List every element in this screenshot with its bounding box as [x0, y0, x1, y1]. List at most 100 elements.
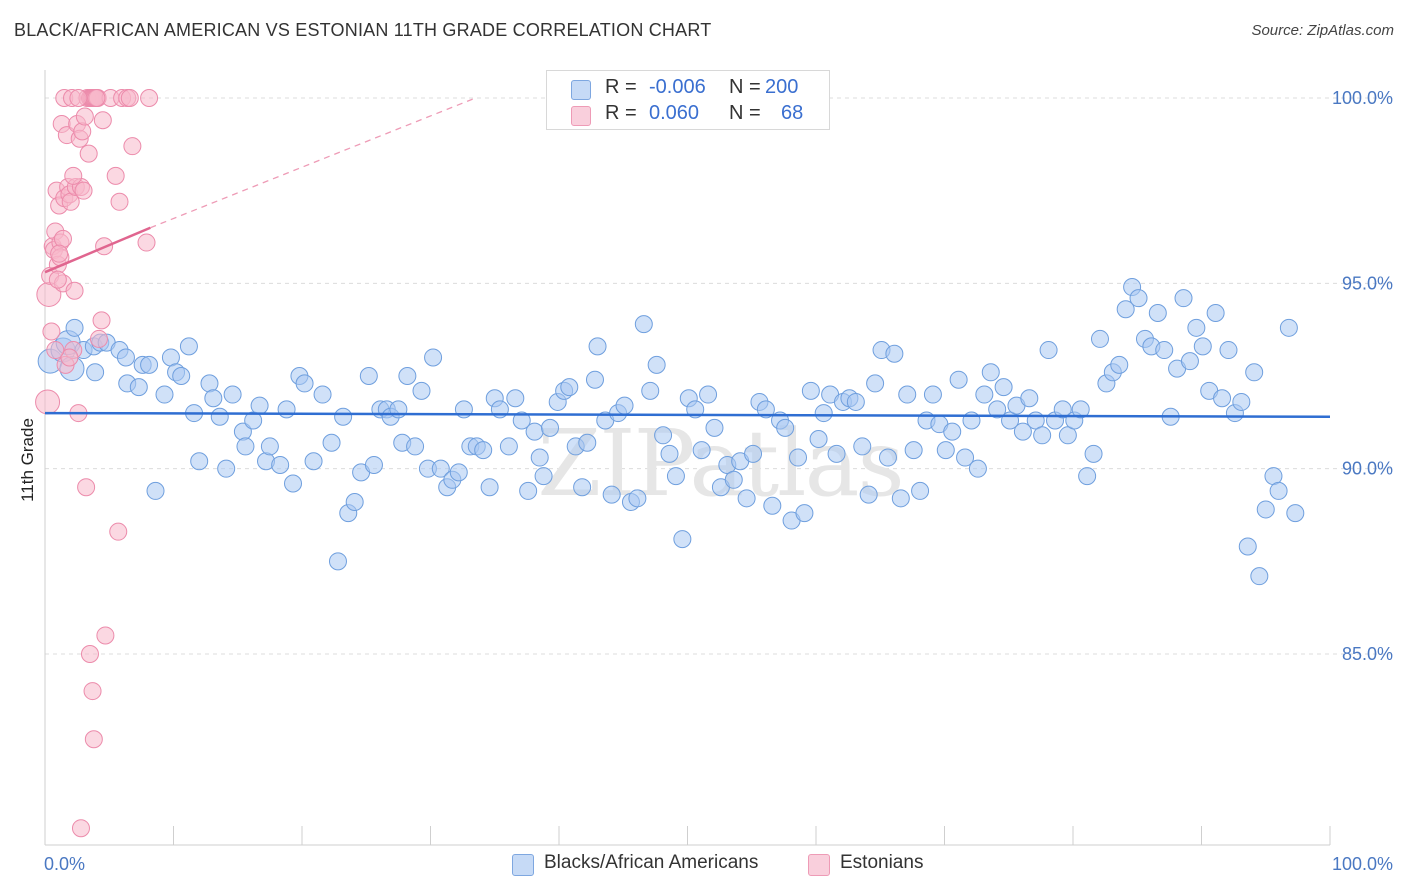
data-point-blacks — [602, 485, 621, 504]
legend-n-value: 68 — [781, 102, 804, 124]
legend-swatch-estonians — [808, 854, 830, 876]
data-point-blacks — [86, 363, 105, 382]
x-tick-label: 0.0% — [44, 854, 85, 874]
trend-line-estonians-extension — [150, 97, 476, 229]
data-point-blacks — [588, 337, 607, 356]
data-point-estonians — [50, 244, 69, 263]
data-point-estonians — [80, 645, 99, 663]
data-point-blacks — [210, 407, 229, 426]
stats-legend: R = -0.006 N = 200 R = 0.060 N = 68 — [546, 70, 830, 130]
data-point-blacks — [480, 478, 499, 497]
data-point-blacks — [1110, 355, 1129, 374]
data-point-blacks — [345, 493, 364, 512]
data-point-blacks — [866, 374, 885, 393]
y-tick-label: 100.0% — [1332, 88, 1393, 108]
data-point-blacks — [313, 385, 332, 404]
data-point-blacks — [814, 404, 833, 423]
data-point-blacks — [891, 489, 910, 508]
data-point-blacks — [705, 418, 724, 437]
data-point-blacks — [1116, 300, 1135, 319]
legend-r-label: R = — [605, 76, 637, 98]
data-point-blacks — [322, 433, 341, 452]
data-point-blacks — [424, 348, 443, 367]
data-point-estonians — [89, 329, 108, 348]
data-point-estonians — [109, 522, 128, 541]
trend-lines — [44, 97, 1331, 419]
data-point-blacks — [534, 467, 553, 486]
data-point-estonians — [65, 281, 84, 300]
data-point-estonians — [123, 137, 142, 156]
y-tick-label: 90.0% — [1342, 459, 1393, 479]
data-point-blacks — [1039, 341, 1058, 360]
data-point-blacks — [519, 481, 538, 500]
data-point-blacks — [506, 389, 525, 408]
data-point-blacks — [628, 489, 647, 508]
data-point-blacks — [898, 385, 917, 404]
data-point-blacks — [190, 452, 209, 471]
data-point-blacks — [692, 441, 711, 460]
data-point-blacks — [172, 367, 191, 385]
data-point-estonians — [96, 626, 115, 645]
data-point-estonians — [53, 229, 72, 248]
data-point-blacks — [398, 367, 417, 385]
data-point-estonians — [93, 111, 112, 130]
legend-n-value: 200 — [765, 76, 799, 98]
data-point-blacks — [795, 504, 814, 523]
data-point-blacks — [634, 315, 653, 334]
data-point-blacks — [244, 411, 263, 430]
legend-row-blacks: R = -0.006 N = 200 — [547, 76, 829, 102]
data-point-blacks — [1071, 400, 1090, 419]
data-point-blacks — [968, 459, 987, 478]
data-point-blacks — [412, 381, 431, 400]
data-point-estonians — [92, 311, 111, 330]
data-point-blacks — [260, 437, 279, 456]
data-point-blacks — [525, 422, 544, 441]
data-point-blacks — [146, 481, 165, 500]
data-point-blacks — [1084, 444, 1103, 463]
data-point-blacks — [1238, 537, 1257, 556]
data-point-blacks — [878, 448, 897, 467]
data-point-blacks — [1129, 289, 1148, 308]
data-point-estonians — [46, 341, 65, 360]
data-point-blacks — [217, 459, 236, 478]
data-point-blacks — [641, 381, 660, 400]
data-point-blacks — [1286, 504, 1305, 523]
data-point-blacks — [615, 396, 634, 415]
data-point-estonians — [42, 322, 61, 341]
data-point-blacks — [499, 437, 518, 456]
y-tick-label: 95.0% — [1342, 273, 1393, 293]
chart-title: BLACK/AFRICAN AMERICAN VS ESTONIAN 11TH … — [14, 20, 712, 40]
data-point-blacks — [116, 348, 135, 367]
data-point-blacks — [1033, 426, 1052, 445]
data-point-blacks — [885, 344, 904, 363]
data-point-blacks — [364, 455, 383, 474]
data-point-blacks — [904, 441, 923, 460]
data-point-blacks — [1187, 318, 1206, 337]
data-point-blacks — [304, 452, 323, 471]
data-point-blacks — [1269, 481, 1288, 500]
data-point-blacks — [474, 441, 493, 460]
data-point-blacks — [1232, 392, 1251, 411]
data-point-blacks — [1078, 467, 1097, 486]
legend-label-estonians: Estonians — [840, 852, 924, 873]
data-point-blacks — [1058, 426, 1077, 445]
data-point-blacks — [776, 418, 795, 437]
data-point-estonians — [79, 144, 98, 163]
data-point-blacks — [1090, 329, 1109, 348]
data-point-blacks — [809, 430, 828, 449]
y-tick-labels: 85.0% 90.0% 95.0% 100.0% — [1332, 88, 1393, 664]
data-point-estonians — [83, 682, 102, 701]
data-point-estonians — [60, 348, 79, 367]
data-point-blacks — [406, 437, 425, 456]
data-point-blacks — [541, 418, 560, 437]
data-point-blacks — [1213, 389, 1232, 408]
data-point-blacks — [284, 474, 303, 493]
data-point-blacks — [1245, 363, 1264, 382]
data-point-blacks — [846, 392, 865, 411]
legend-label-blacks: Blacks/African Americans — [544, 852, 759, 873]
data-point-blacks — [994, 378, 1013, 397]
data-point-blacks — [1219, 341, 1238, 360]
data-point-estonians — [120, 89, 139, 107]
data-point-blacks — [328, 552, 347, 571]
